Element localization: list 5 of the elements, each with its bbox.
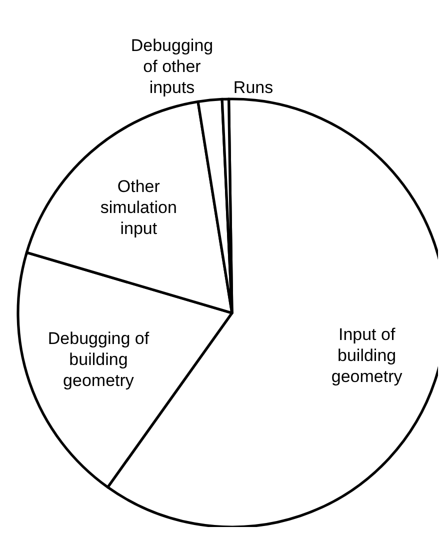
slice-label: Debugging of other inputs <box>130 36 214 97</box>
slice-label: Runs <box>233 78 274 97</box>
slice-label: Input of building geometry <box>331 325 403 386</box>
slice-label: Debugging of building geometry <box>48 329 150 390</box>
slice-label: Other simulation input <box>100 176 177 238</box>
